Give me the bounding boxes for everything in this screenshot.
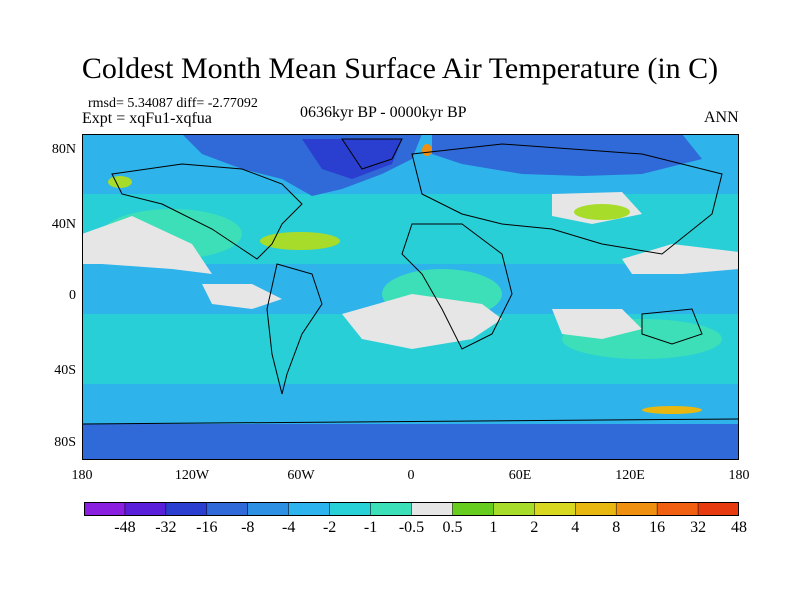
- colorbar-tick-label: 4: [571, 519, 580, 536]
- map-border: [82, 134, 739, 460]
- x-tick-label: 180: [728, 468, 750, 483]
- x-tick-label: 60W: [287, 468, 315, 483]
- coastline-antarctica: [82, 418, 739, 425]
- colorbar-tick-label: -48: [114, 519, 136, 536]
- neutral-patch-pacific: [82, 216, 212, 274]
- colder-region-greenland-sea: [302, 139, 402, 179]
- warm-patch-asia: [574, 204, 630, 220]
- y-tick-label: 0: [69, 288, 76, 303]
- colorbar-tick-label: -32: [155, 519, 177, 536]
- x-tick-label: 60E: [508, 468, 532, 483]
- colorbar-swatch: [615, 502, 658, 516]
- colorbar-swatch: [329, 502, 372, 516]
- coastline-australia: [641, 308, 703, 345]
- colorbar-swatch: [452, 502, 495, 516]
- colorbar-tick-label: 8: [612, 519, 621, 536]
- stats-text: rmsd= 5.34087 diff= -2.77092: [88, 96, 258, 111]
- y-tick-label: 80S: [54, 435, 76, 450]
- warm-patch-ross: [642, 406, 702, 414]
- colorbar-tick-label: 0.5: [442, 519, 463, 536]
- colorbar-tick-label: -0.5: [398, 519, 425, 536]
- x-tick-label: 120W: [174, 468, 210, 483]
- colorbar-swatch: [124, 502, 167, 516]
- neutral-patch-east-pacific: [202, 284, 282, 309]
- colorbar-swatch: [247, 502, 290, 516]
- colorbar-tick-label: 1: [489, 519, 498, 536]
- colorbar-tick-label: 16: [649, 519, 666, 536]
- neutral-patch-indian: [552, 309, 642, 339]
- y-tick-label: 40N: [51, 217, 76, 232]
- colorbar-tick-label: 2: [530, 519, 539, 536]
- colorbar-swatch: [165, 502, 208, 516]
- experiment-label: Expt = xqFu1-xqfua: [82, 110, 212, 127]
- x-tick-label: 180: [71, 468, 93, 483]
- colorbar-tick-label: -16: [196, 519, 218, 536]
- x-tick-label: 120E: [615, 468, 645, 483]
- warm-patch-alaska: [108, 176, 132, 188]
- chart-title: Coldest Month Mean Surface Air Temperatu…: [81, 52, 719, 85]
- coastline-africa: [401, 223, 513, 350]
- coastline-north-america: [111, 163, 303, 260]
- colorbar-tick-label: -1: [363, 519, 378, 536]
- warm-patch-svalbard: [422, 144, 432, 156]
- coastlines: [82, 138, 739, 425]
- colorbar-tick-label: 32: [690, 519, 707, 536]
- colorbar-swatch: [288, 502, 331, 516]
- colorbar-border: [84, 502, 739, 516]
- temperature-map: [82, 134, 739, 460]
- colorbar-tick-label: 48: [731, 519, 747, 536]
- colorbar-swatch: [84, 502, 126, 516]
- colorbar-swatch: [206, 502, 249, 516]
- colorbar-swatch: [656, 502, 699, 516]
- neutral-patch-south-atlantic: [342, 294, 502, 349]
- colorbar-swatch: [370, 502, 413, 516]
- coastline-eurasia: [411, 143, 723, 255]
- y-tick-label: 40S: [54, 363, 76, 378]
- coastline-greenland: [341, 138, 403, 170]
- season-label: ANN: [704, 109, 739, 126]
- period-label: 0636kyr BP - 0000kyr BP: [300, 104, 467, 121]
- y-tick-label: 80N: [51, 142, 76, 157]
- colorbar-tick-label: -2: [322, 519, 337, 536]
- colorbar-swatch: [493, 502, 536, 516]
- colorbar-tick-label: -4: [282, 519, 296, 536]
- cold-region-antarctica: [82, 424, 739, 460]
- colorbar-swatch: [575, 502, 617, 516]
- warm-patch-north-atlantic: [260, 232, 340, 250]
- colorbar-tick-label: -8: [241, 519, 255, 536]
- x-tick-label: 0: [407, 468, 415, 483]
- neutral-patch-west-pacific: [622, 244, 739, 274]
- colorbar-swatch: [534, 502, 576, 516]
- colorbar-swatch: [697, 502, 739, 516]
- colorbar-swatch: [411, 502, 454, 516]
- coastline-south-america: [266, 263, 323, 395]
- colorbar: [84, 502, 739, 516]
